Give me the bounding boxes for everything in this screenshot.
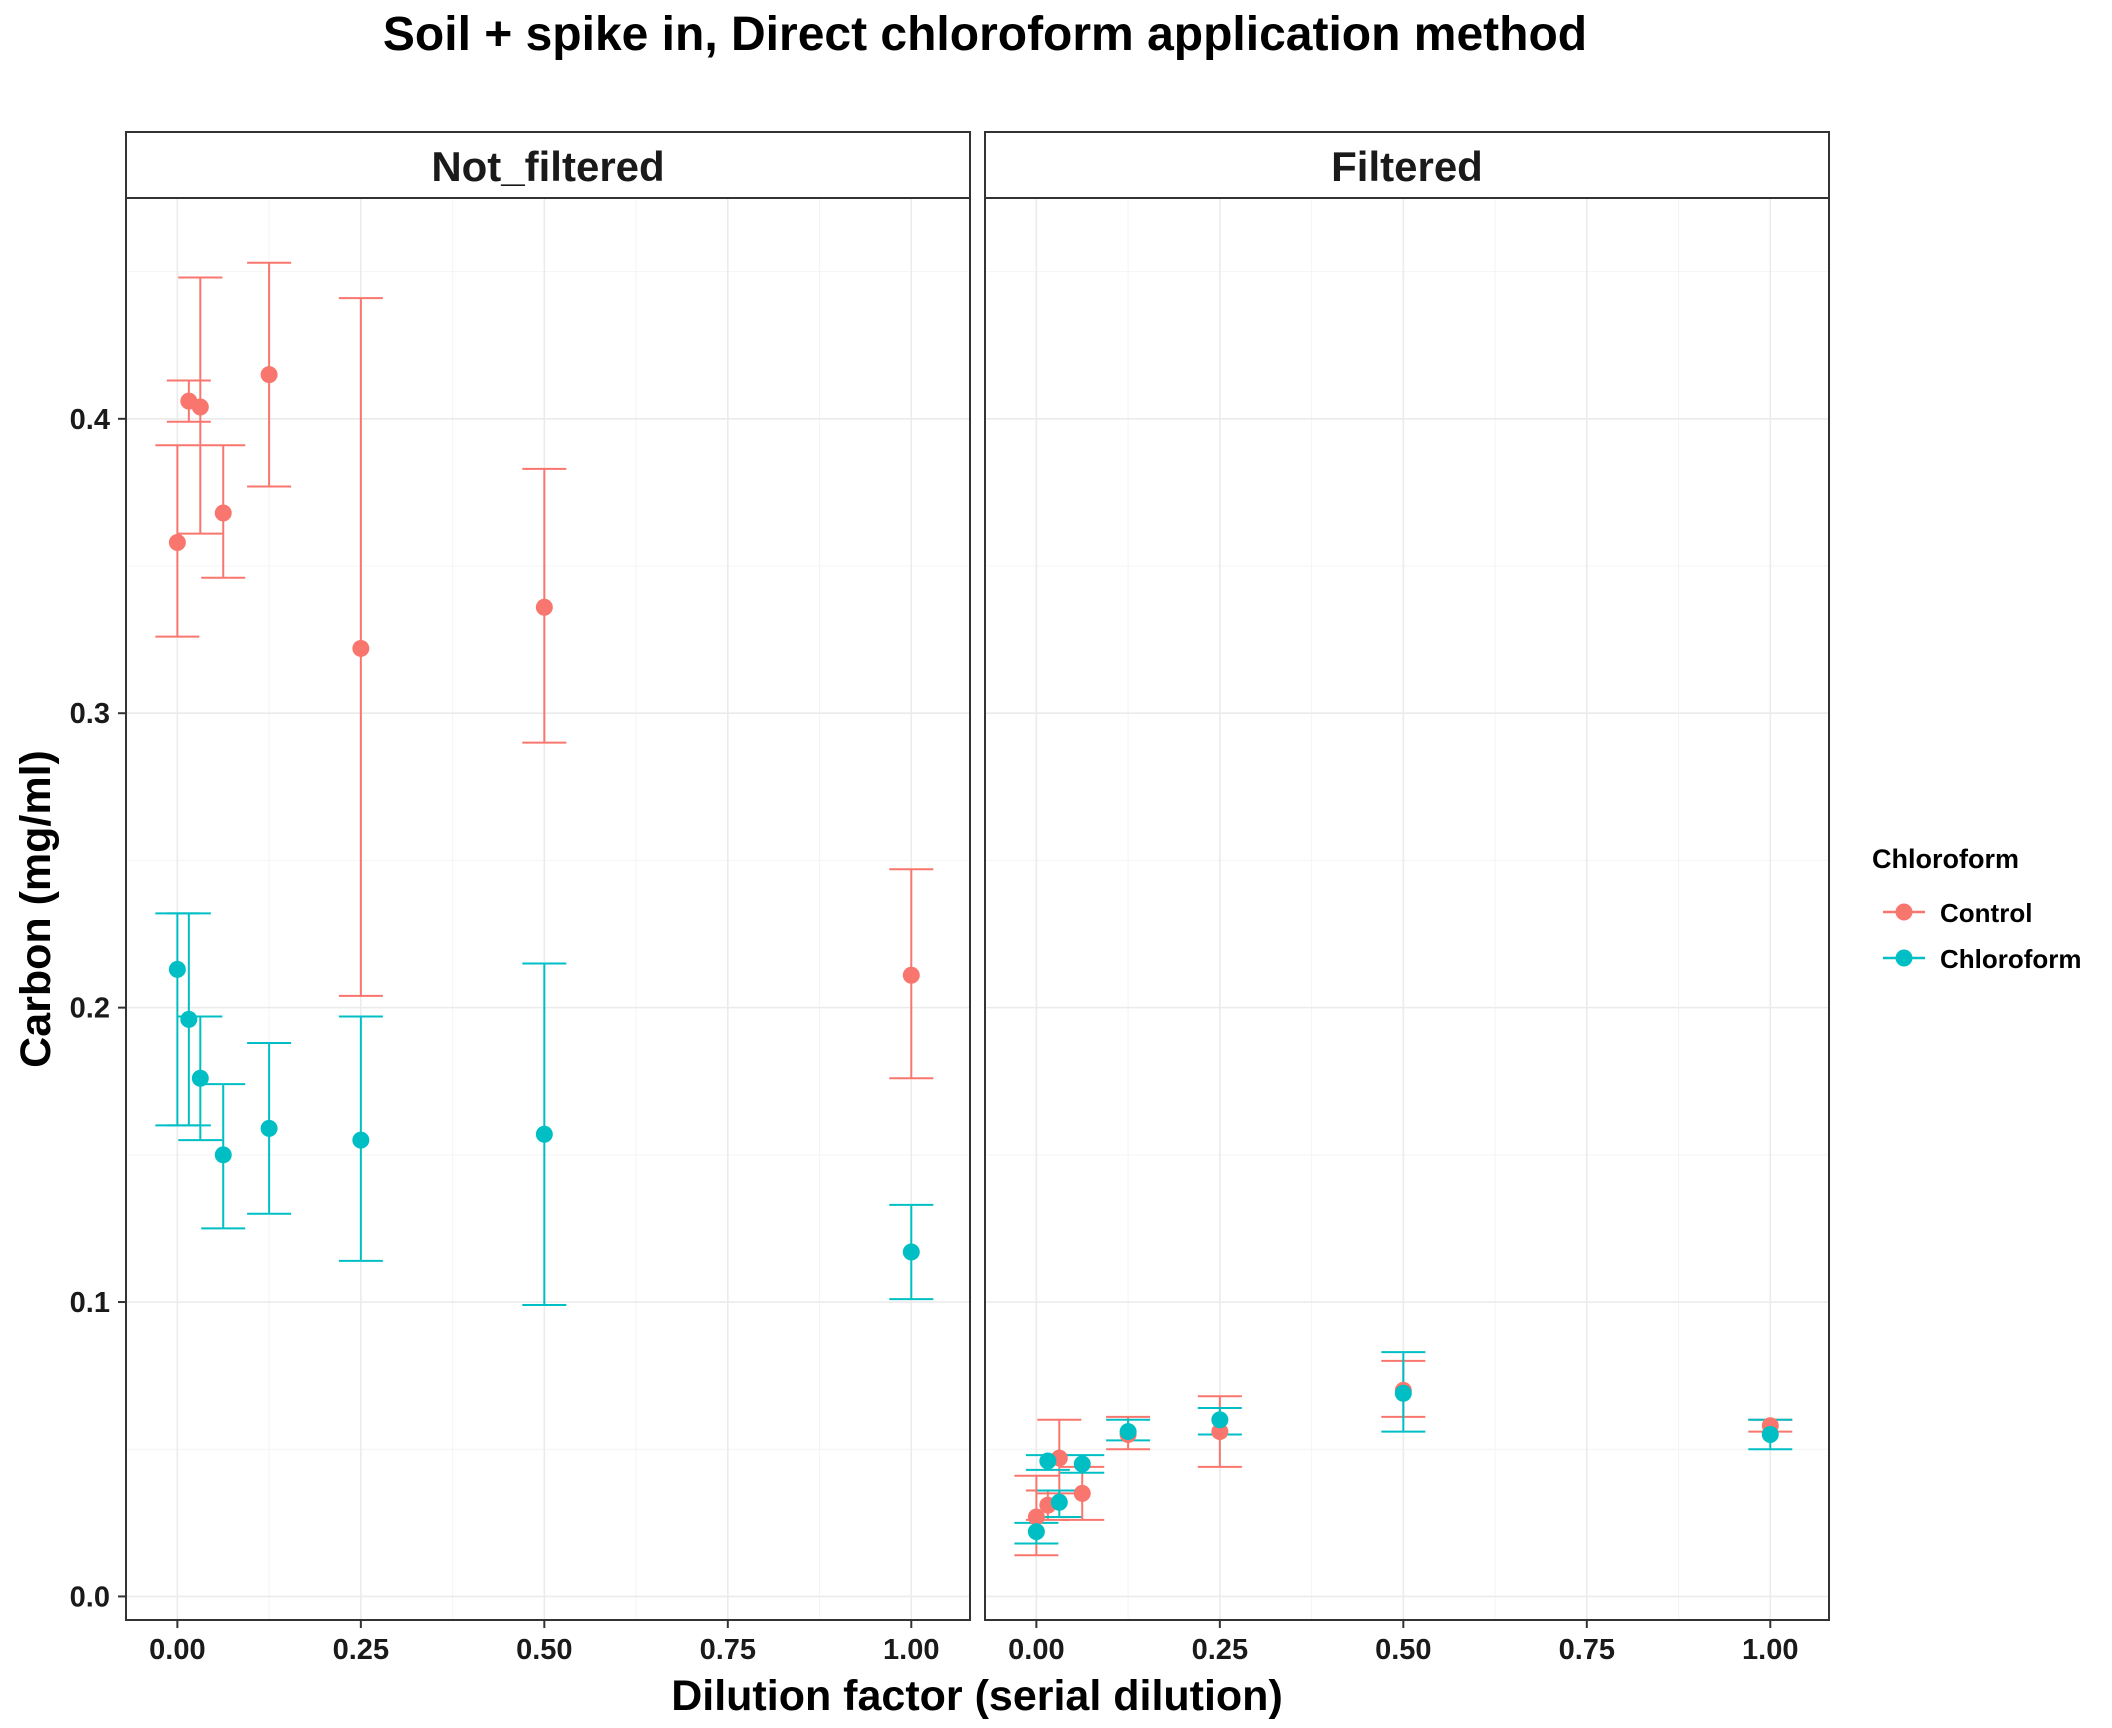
- legend-label: Chloroform: [1940, 944, 2082, 974]
- legend-key-point: [1895, 949, 1913, 967]
- legend-label: Control: [1940, 898, 2032, 928]
- panel-strip: [984, 131, 1830, 199]
- panel-strip-label: Not_filtered: [431, 143, 664, 190]
- data-point: [902, 966, 920, 984]
- y-tick-label: 0.4: [70, 404, 110, 436]
- x-tick-label: 0.50: [1375, 1634, 1431, 1666]
- data-point: [352, 639, 370, 657]
- data-point: [1211, 1423, 1229, 1441]
- data-point: [1211, 1411, 1229, 1429]
- data-point: [168, 533, 186, 551]
- data-point: [535, 598, 553, 616]
- x-tick-label: 0.00: [149, 1634, 205, 1666]
- x-tick-label: 0.25: [333, 1634, 389, 1666]
- chart-title: Soil + spike in, Direct chloroform appli…: [383, 8, 1587, 61]
- x-axis-ticks: 0.00 0.25 0.50 0.75 1.00: [149, 1620, 940, 1666]
- data-point: [1761, 1426, 1779, 1444]
- x-tick-label: 0.00: [1008, 1634, 1064, 1666]
- legend-entry: Control: [1883, 898, 2032, 928]
- y-tick-label: 0.0: [70, 1581, 110, 1613]
- x-tick-label: 0.75: [1559, 1634, 1615, 1666]
- panel-marks: [1014, 1351, 1793, 1557]
- y-tick-label: 0.2: [70, 993, 110, 1025]
- panel-border: [125, 197, 971, 1621]
- panel-filtered: Filtered 0.00 0.25 0.50 0.75 1.00: [984, 131, 1830, 1666]
- x-axis-title: Dilution factor (serial dilution): [671, 1672, 1283, 1720]
- data-point: [1073, 1455, 1091, 1473]
- x-tick-label: 0.75: [700, 1634, 756, 1666]
- x-tick-label: 0.25: [1192, 1634, 1248, 1666]
- x-tick-label: 1.00: [1742, 1634, 1798, 1666]
- data-point: [260, 366, 278, 384]
- data-point: [1027, 1508, 1045, 1526]
- data-point: [1050, 1493, 1068, 1511]
- data-point: [180, 1010, 198, 1028]
- legend: Chloroform Control Chloroform: [1872, 844, 2082, 974]
- data-point: [191, 1069, 209, 1087]
- x-axis-ticks: 0.00 0.25 0.50 0.75 1.00: [1008, 1620, 1799, 1666]
- data-point: [214, 504, 232, 522]
- data-point: [214, 1146, 232, 1164]
- x-tick-label: 0.50: [516, 1634, 572, 1666]
- panel-strip: [125, 131, 971, 199]
- panel-not-filtered: Not_filtered 0.00 0.25 0.50 0.75 1.00: [125, 131, 971, 1666]
- data-point: [1394, 1384, 1412, 1402]
- data-point: [902, 1243, 920, 1261]
- panel-grid: [985, 198, 1829, 1620]
- legend-title: Chloroform: [1872, 844, 2019, 874]
- data-point: [1039, 1452, 1057, 1470]
- legend-entry: Chloroform: [1883, 944, 2082, 974]
- y-axis-ticks: 0.0 0.1 0.2 0.3 0.4: [70, 404, 126, 1613]
- data-point: [168, 960, 186, 978]
- data-point: [535, 1125, 553, 1143]
- y-tick-label: 0.1: [70, 1287, 110, 1319]
- panel-border: [984, 197, 1830, 1621]
- legend-key-point: [1895, 903, 1913, 921]
- data-point: [260, 1119, 278, 1137]
- data-point: [1119, 1423, 1137, 1441]
- y-tick-label: 0.3: [70, 698, 110, 730]
- legend-entries: Control Chloroform: [1883, 898, 2082, 974]
- data-point: [191, 398, 209, 416]
- data-point: [1027, 1523, 1045, 1541]
- y-axis-title: Carbon (mg/ml): [12, 750, 60, 1068]
- panel-marks: [155, 261, 934, 1306]
- x-tick-label: 1.00: [883, 1634, 939, 1666]
- data-point: [352, 1131, 370, 1149]
- data-point: [1073, 1484, 1091, 1502]
- panel-strip-label: Filtered: [1331, 143, 1483, 190]
